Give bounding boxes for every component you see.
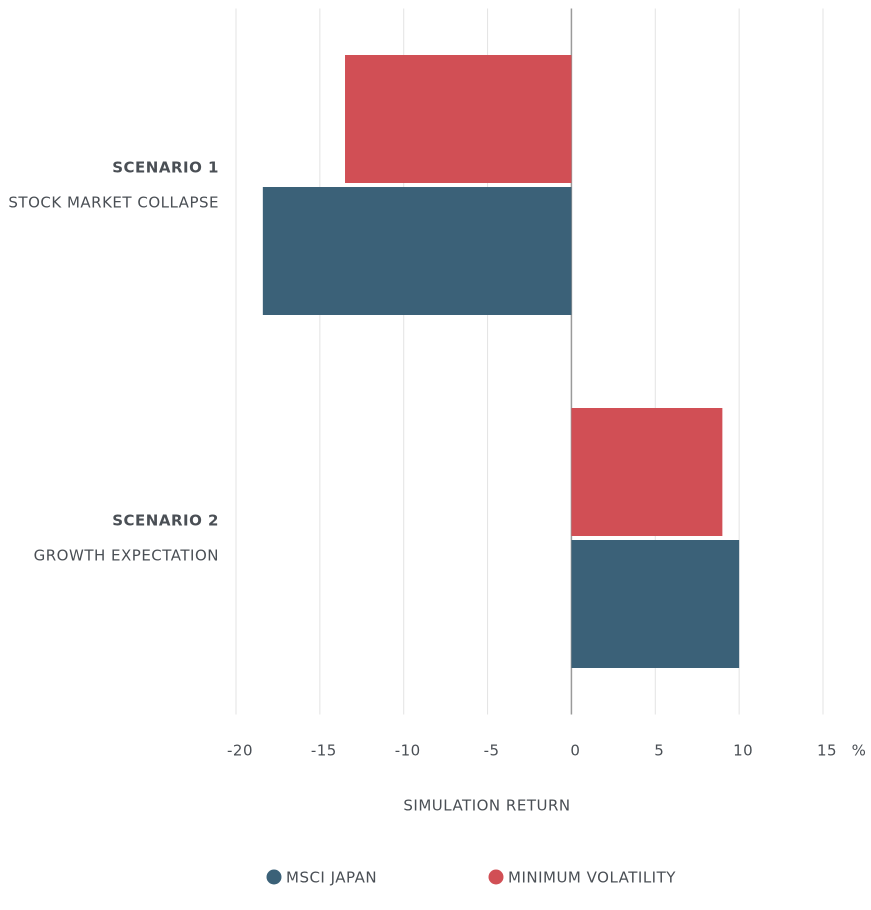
legend-label: MINIMUM VOLATILITY — [508, 869, 676, 887]
x-tick-label: 15 — [817, 742, 837, 760]
bar — [571, 540, 740, 668]
bar — [345, 55, 572, 183]
legend-label: MSCI JAPAN — [286, 869, 377, 887]
category-label: SCENARIO 1 — [112, 159, 219, 177]
category-subtitle: STOCK MARKET COLLAPSE — [8, 194, 219, 212]
category-label: SCENARIO 2 — [112, 512, 219, 530]
legend-marker — [488, 869, 504, 885]
x-unit: % — [852, 742, 867, 760]
x-tick-label: 10 — [733, 742, 753, 760]
x-tick-label: 0 — [570, 742, 580, 760]
category-subtitle: GROWTH EXPECTATION — [34, 547, 219, 565]
x-axis-label: SIMULATION RETURN — [403, 797, 570, 815]
bar — [571, 408, 723, 536]
x-tick-label: -10 — [395, 742, 421, 760]
legend-marker — [266, 869, 282, 885]
x-tick-label: -15 — [311, 742, 337, 760]
x-tick-label: -20 — [227, 742, 253, 760]
x-tick-label: 5 — [654, 742, 664, 760]
x-tick-label: -5 — [484, 742, 500, 760]
bar — [262, 187, 572, 315]
